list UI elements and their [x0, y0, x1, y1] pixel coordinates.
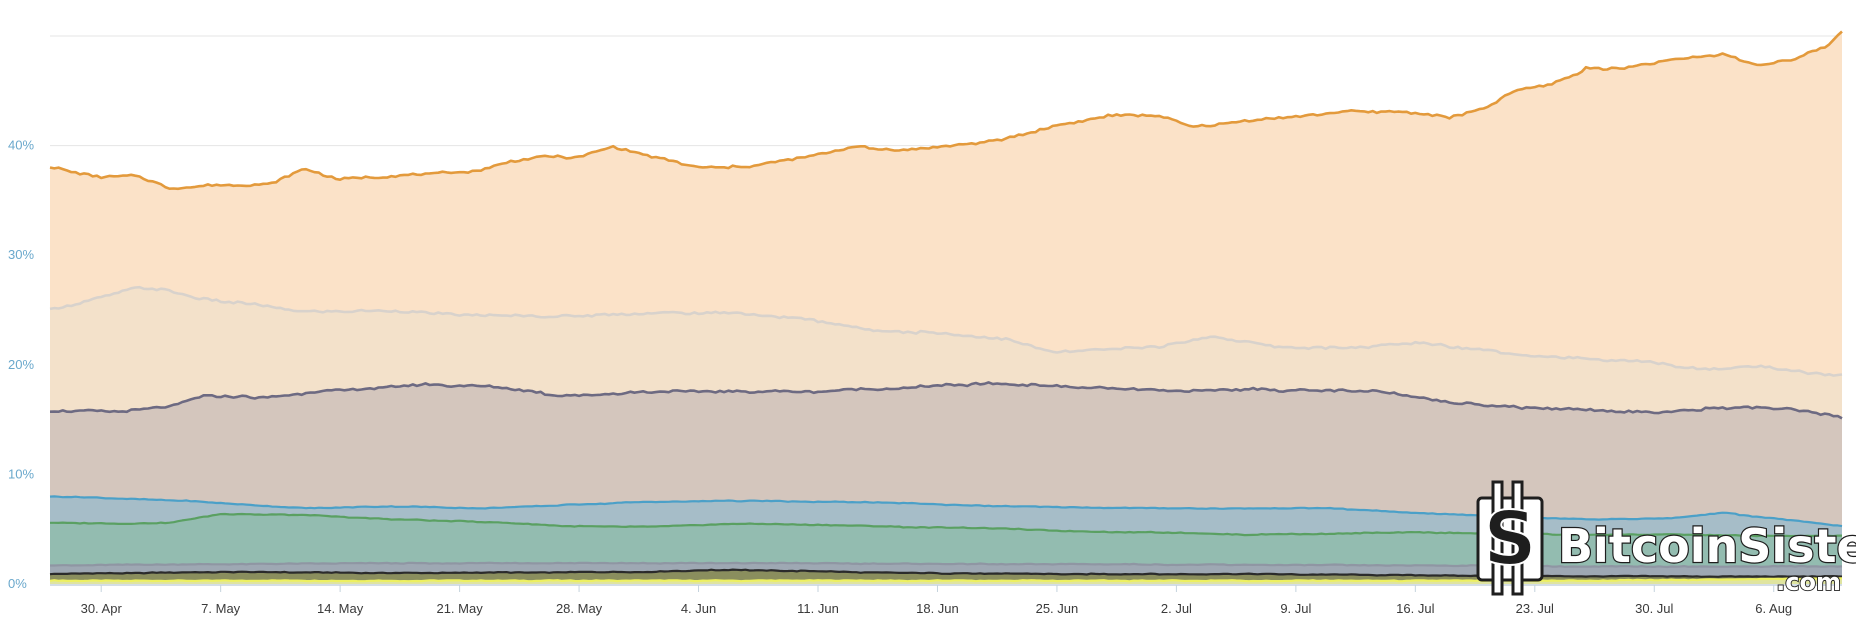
watermark-logo: S BitcoinSistemi .com — [1476, 480, 1856, 597]
y-tick-label: 0% — [8, 576, 27, 591]
y-tick-label: 40% — [8, 138, 34, 153]
x-tick-label: 14. May — [317, 601, 364, 616]
x-tick-label: 25. Jun — [1036, 601, 1079, 616]
watermark-name: BitcoinSistemi — [1558, 519, 1856, 573]
x-tick-label: 30. Jul — [1635, 601, 1673, 616]
x-tick-label: 23. Jul — [1516, 601, 1554, 616]
axis-layer: 0% 10% 20% 30% 40% 30. Apr 7. May 14. May 21. Ma… — [8, 138, 1842, 616]
x-tick-label: 16. Jul — [1396, 601, 1434, 616]
x-tick-label: 21. May — [436, 601, 483, 616]
x-tick-label: 30. Apr — [81, 601, 123, 616]
series-line-7 — [49, 30, 1843, 191]
y-tick-label: 10% — [8, 466, 34, 481]
x-tick-label: 4. Jun — [681, 601, 716, 616]
x-tick-label: 7. May — [201, 601, 241, 616]
x-tick-label: 28. May — [556, 601, 603, 616]
bitcoin-emblem-icon: S — [1476, 480, 1544, 596]
svg-text:S: S — [1483, 496, 1536, 582]
x-tick-label: 6. Aug — [1755, 601, 1792, 616]
x-tick-label: 2. Jul — [1161, 601, 1192, 616]
series-area-layer — [50, 31, 1842, 584]
y-tick-label: 30% — [8, 247, 34, 262]
watermark-suffix: .com — [1776, 568, 1841, 596]
series-line-6 — [49, 285, 1843, 377]
x-tick-label: 11. Jun — [797, 601, 839, 616]
series-line-5 — [49, 381, 1843, 420]
x-tick-label: 18. Jun — [916, 601, 959, 616]
x-tick-label: 9. Jul — [1280, 601, 1311, 616]
y-tick-label: 20% — [8, 357, 34, 372]
series-line-0 — [49, 577, 1842, 583]
